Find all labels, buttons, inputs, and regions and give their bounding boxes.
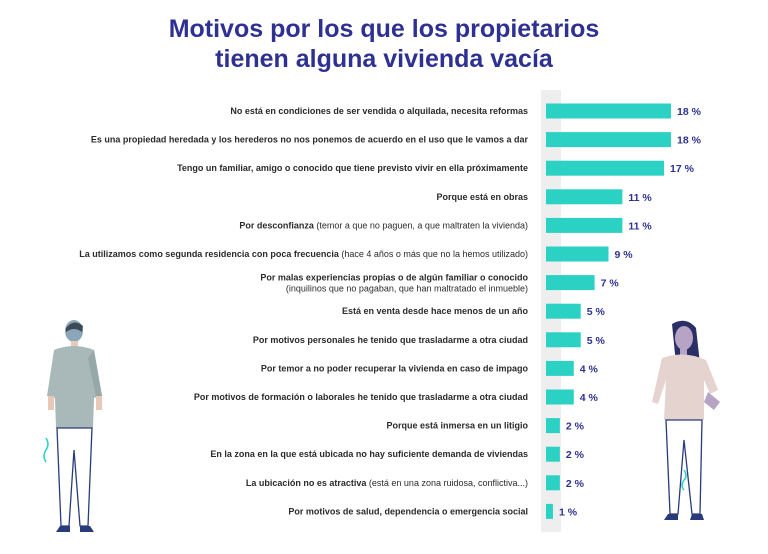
value-label: 11 % — [628, 192, 652, 204]
category-label: Por motivos de formación o laborales he … — [194, 392, 528, 402]
category-label: Por malas experiencias propias o de algú… — [260, 273, 528, 283]
value-label: 4 % — [580, 392, 599, 404]
bar — [546, 418, 560, 434]
chart-title-line-1: Motivos por los que los propietarios — [168, 15, 600, 43]
category-label: Es una propiedad heredada y los heredero… — [91, 135, 529, 145]
value-label: 2 % — [566, 478, 585, 490]
value-label: 7 % — [601, 278, 620, 290]
bar — [546, 275, 595, 291]
woman-illustration — [652, 320, 720, 520]
category-label: Por desconfianza (temor a que no paguen,… — [239, 220, 528, 230]
category-label: Por temor a no poder recuperar la vivien… — [261, 363, 529, 373]
category-label: Está en venta desde hace menos de un año — [342, 306, 529, 316]
bar — [546, 475, 560, 491]
category-label: Por motivos personales he tenido que tra… — [253, 335, 528, 345]
value-label: 2 % — [566, 449, 585, 461]
value-label: 5 % — [587, 335, 606, 347]
chart-title-line-2: tienen alguna vivienda vacía — [215, 45, 553, 73]
bar — [546, 103, 671, 119]
bar — [546, 160, 665, 176]
bar — [546, 360, 574, 376]
category-label: Porque está inmersa en un litigio — [386, 421, 528, 431]
bar — [546, 446, 560, 462]
bar — [546, 332, 581, 348]
category-label: La ubicación no es atractiva (está en un… — [246, 478, 528, 488]
value-label: 5 % — [587, 306, 606, 318]
bar — [546, 189, 623, 205]
value-label: 9 % — [615, 249, 634, 261]
value-label: 2 % — [566, 421, 585, 433]
chart-title: Motivos por los que los propietarios tie… — [0, 14, 768, 74]
category-label: En la zona en la que está ubicada no hay… — [210, 449, 528, 459]
category-label: Tengo un familiar, amigo o conocido que … — [177, 163, 528, 173]
value-label: 4 % — [580, 363, 599, 375]
bar — [546, 246, 609, 262]
bar — [546, 132, 671, 148]
value-label: 1 % — [559, 506, 578, 518]
bar — [546, 217, 623, 233]
category-label: Porque está en obras — [436, 192, 528, 202]
category-label: La utilizamos como segunda residencia co… — [79, 249, 528, 259]
bar — [546, 503, 553, 519]
value-label: 18 % — [677, 106, 702, 118]
man-illustration — [43, 320, 102, 532]
bar — [546, 389, 574, 405]
value-label: 17 % — [670, 163, 695, 175]
category-label: No está en condiciones de ser vendida o … — [230, 106, 528, 116]
category-label: Por motivos de salud, dependencia o emer… — [288, 506, 528, 516]
category-label-note: (inquilinos que no pagaban, que han malt… — [286, 284, 528, 294]
value-label: 11 % — [628, 220, 652, 232]
bar — [546, 303, 581, 319]
value-label: 18 % — [677, 135, 702, 147]
